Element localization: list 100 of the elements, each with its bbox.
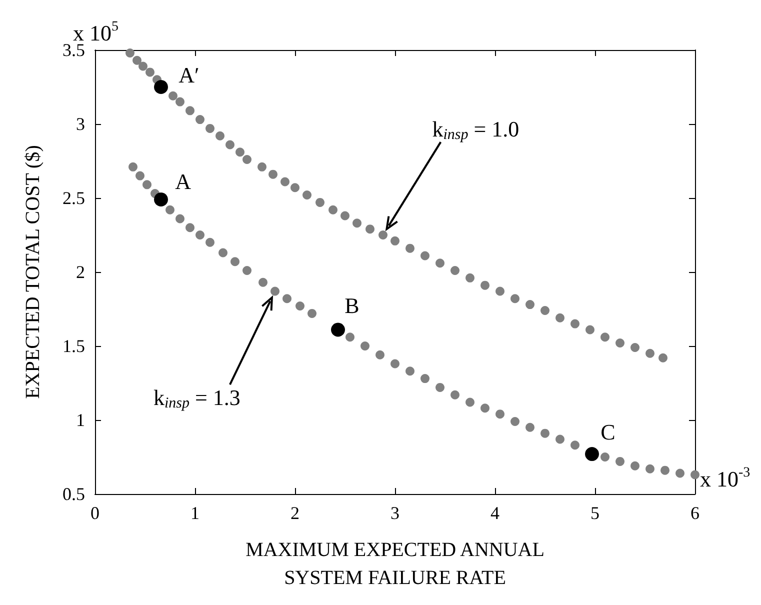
point — [676, 468, 684, 478]
point — [616, 456, 624, 466]
x-axis-title: MAXIMUM EXPECTED ANNUAL SYSTEM FAILURE RATE — [246, 539, 544, 589]
point — [556, 434, 564, 444]
point — [466, 273, 474, 282]
point — [258, 162, 266, 172]
point — [352, 218, 362, 228]
point — [585, 447, 599, 462]
y-tick-label: 3.5 — [62, 40, 85, 60]
point — [646, 348, 654, 358]
annotation: A — [175, 168, 192, 194]
point — [420, 374, 430, 384]
x-tick-label: 6 — [690, 503, 700, 523]
point — [308, 308, 316, 318]
y-tick-label: 2.5 — [62, 188, 85, 208]
x-tick-label: 0 — [90, 503, 100, 523]
point — [390, 236, 400, 246]
point — [154, 192, 168, 206]
point — [526, 300, 534, 310]
annotation: C — [600, 420, 616, 445]
point — [230, 257, 240, 266]
x-tick-label: 4 — [490, 503, 500, 523]
point — [126, 48, 134, 58]
point — [660, 466, 670, 475]
point — [270, 286, 280, 296]
x-tick-label: 3 — [390, 503, 400, 523]
point — [186, 223, 194, 232]
point — [282, 294, 292, 304]
point — [196, 230, 204, 240]
point — [570, 440, 580, 450]
point — [206, 238, 214, 247]
point — [302, 190, 312, 200]
point — [268, 170, 278, 179]
point — [630, 342, 640, 352]
point — [242, 266, 252, 276]
point — [216, 131, 224, 140]
point — [136, 171, 144, 180]
point — [556, 313, 564, 322]
point — [290, 183, 300, 192]
point — [206, 124, 214, 133]
point — [142, 180, 152, 190]
y-axis-title: EXPECTED TOTAL COST ($) — [22, 145, 44, 399]
point — [586, 325, 594, 334]
point — [296, 302, 304, 311]
point — [526, 422, 534, 432]
y-tick-label: 1.5 — [62, 336, 85, 356]
point — [138, 62, 148, 71]
point — [658, 353, 668, 362]
point — [328, 205, 338, 214]
point — [186, 106, 194, 116]
x-tick-label: 5 — [590, 503, 600, 523]
point — [510, 294, 520, 304]
point — [406, 244, 414, 253]
point — [466, 398, 474, 407]
annotation: A′ — [178, 62, 200, 88]
point — [366, 224, 374, 234]
point — [258, 278, 268, 287]
point — [176, 214, 184, 224]
point — [196, 115, 204, 124]
point — [600, 332, 610, 342]
x-tick-label: 1 — [190, 503, 200, 523]
point — [690, 470, 700, 480]
point — [378, 230, 388, 240]
point — [630, 461, 640, 470]
y-tick-label: 1 — [76, 410, 85, 430]
point — [496, 286, 504, 296]
point — [600, 452, 610, 462]
point — [420, 251, 430, 260]
point — [154, 80, 168, 94]
point — [450, 266, 460, 276]
point — [166, 205, 174, 214]
point — [360, 342, 370, 350]
y-tick-label: 0.5 — [62, 484, 85, 504]
point — [236, 148, 244, 157]
point — [346, 332, 354, 342]
point — [340, 211, 350, 220]
point — [376, 350, 384, 360]
point — [128, 162, 138, 172]
point — [280, 177, 290, 186]
point — [540, 306, 550, 315]
point — [540, 428, 550, 438]
point — [616, 338, 624, 348]
point — [646, 464, 654, 474]
point — [406, 366, 414, 376]
point — [331, 322, 345, 337]
x-tick-label: 2 — [290, 503, 300, 523]
y-tick-label: 2 — [76, 262, 85, 282]
point — [168, 91, 178, 100]
point — [132, 56, 142, 65]
point — [450, 390, 460, 400]
point — [436, 382, 444, 392]
point — [496, 410, 504, 419]
annotation: B — [344, 293, 360, 318]
point — [436, 258, 444, 268]
y-tick-label: 3 — [76, 114, 85, 134]
point — [226, 140, 234, 150]
point — [176, 97, 184, 106]
point — [218, 248, 228, 258]
point — [390, 359, 400, 368]
point — [480, 404, 490, 413]
